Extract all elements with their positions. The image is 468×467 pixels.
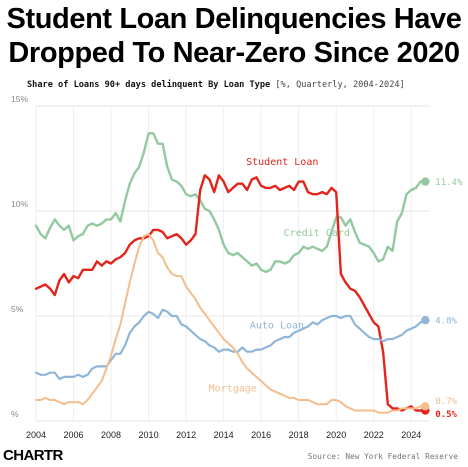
x-tick-label: 2004	[26, 430, 46, 440]
chart-title: Student Loan Delinquencies Have Dropped …	[0, 2, 468, 70]
chart-subtitle: Share of Loans 90+ days delinquent By Lo…	[27, 80, 405, 90]
x-tick-label: 2020	[326, 430, 346, 440]
chartr-logo: CHARTR	[3, 447, 63, 464]
end-label-student-loan: 0.5%	[435, 410, 457, 420]
title-line-1: Student Loan Delinquencies Have	[6, 3, 462, 35]
series-label-credit-card: Credit Card	[284, 228, 350, 239]
subtitle-main: Share of Loans 90+ days delinquent By Lo…	[27, 80, 271, 90]
series-line-auto-loan	[34, 308, 427, 381]
series-label-student-loan: Student Loan	[246, 157, 318, 168]
x-tick-label: 2010	[139, 430, 159, 440]
end-label-credit-card: 11.4%	[435, 178, 463, 188]
y-tick-label: 10%	[11, 199, 28, 209]
series-line-credit-card	[34, 132, 427, 274]
x-tick-label: 2024	[401, 430, 421, 440]
x-tick-label: 2012	[176, 430, 196, 440]
x-tick-label: 2006	[64, 430, 84, 440]
x-tick-label: 2016	[251, 430, 271, 440]
x-tick-label: 2018	[289, 430, 309, 440]
source-note: Source: New York Federal Reserve	[307, 452, 458, 461]
end-marker-mortgage	[421, 402, 430, 411]
series-line-student-loan	[34, 174, 427, 412]
y-tick-label: %	[11, 409, 19, 419]
end-label-auto-loan: 4.8%	[435, 317, 457, 327]
end-label-mortgage: 0.7%	[435, 397, 457, 407]
y-tick-label: 15%	[11, 94, 28, 104]
x-tick-label: 2022	[364, 430, 384, 440]
title-line-2: Dropped To Near-Zero Since 2020	[8, 37, 460, 69]
series-label-mortgage: Mortgage	[209, 384, 257, 395]
x-tick-label: 2008	[101, 430, 121, 440]
end-marker-auto-loan	[421, 316, 430, 325]
series-line-mortgage	[35, 233, 427, 414]
end-marker-credit-card	[421, 177, 430, 186]
y-tick-label: 5%	[11, 304, 24, 314]
subtitle-meta: [%, Quarterly, 2004-2024]	[275, 80, 405, 90]
x-tick-label: 2014	[214, 430, 234, 440]
series-label-auto-loan: Auto Loan	[250, 321, 304, 332]
